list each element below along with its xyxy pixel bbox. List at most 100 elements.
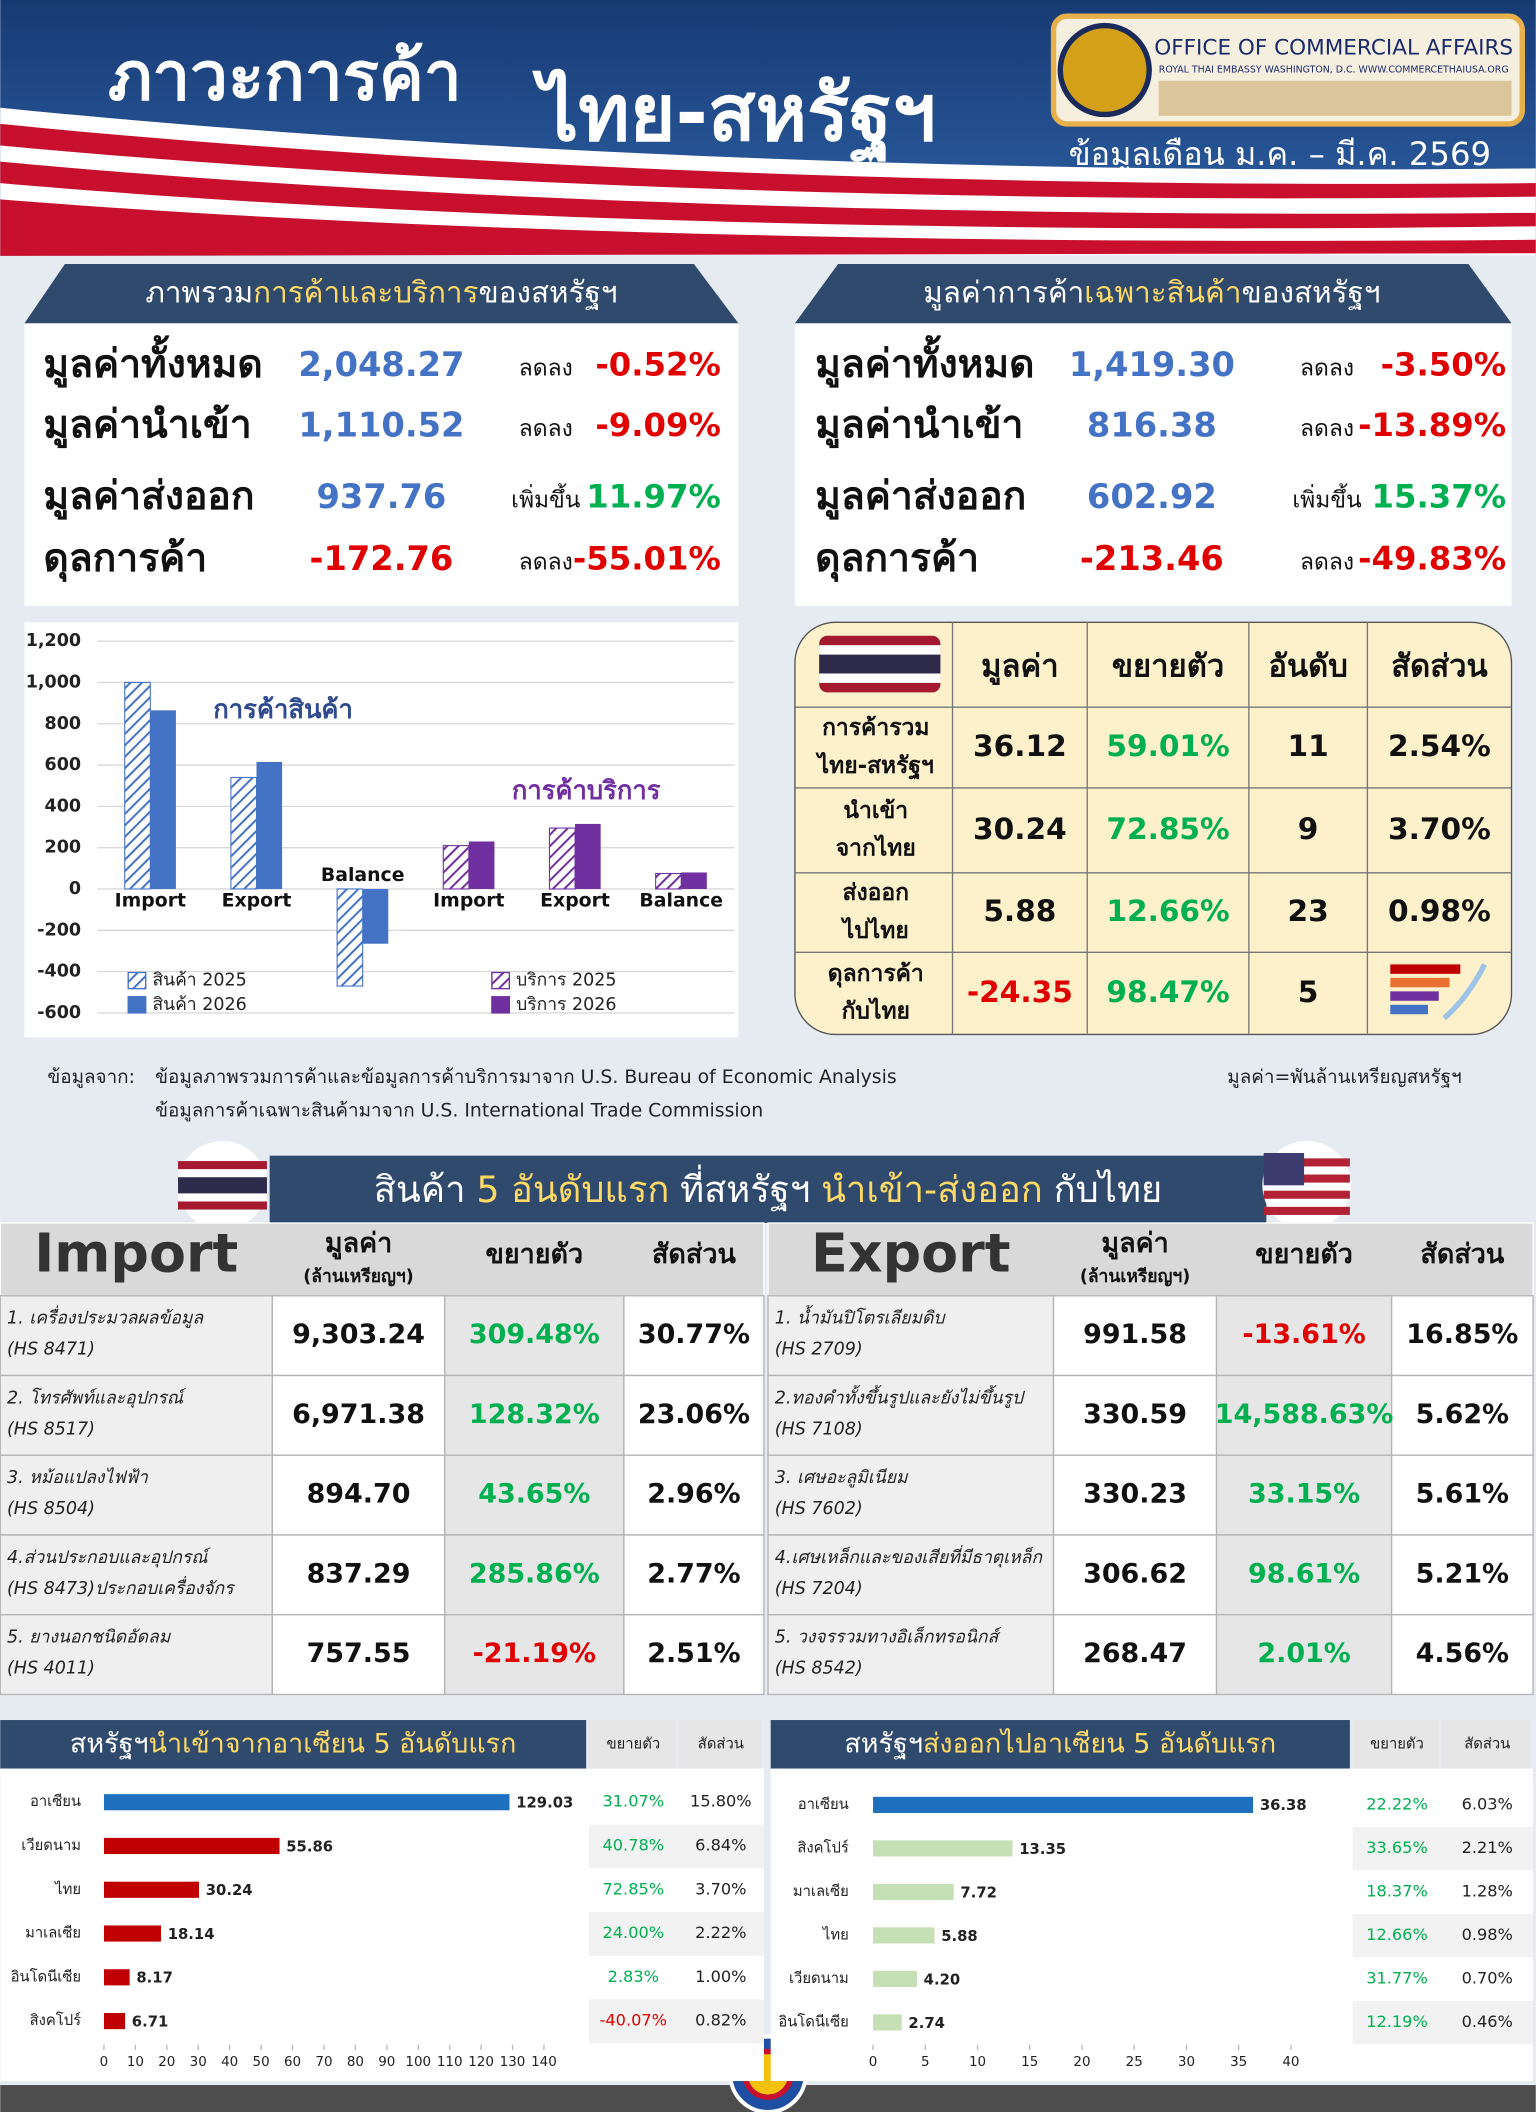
x-tick-label: 0 <box>869 2055 878 2070</box>
y-tick-label: มาเลเซีย <box>793 1883 849 1900</box>
y-tick-label: ไทย <box>822 1925 849 1943</box>
x-tick-label: 35 <box>1230 2055 1247 2070</box>
x-tick-label: 110 <box>437 2055 463 2070</box>
value-label: 2.74 <box>908 2015 945 2032</box>
item-name: 3. เศษอะลูมิเนียม <box>775 1468 909 1488</box>
table-row-bg <box>1352 1913 1534 1958</box>
x-tick-label: Balance <box>321 865 405 886</box>
title-band <box>0 1720 587 1769</box>
title-part: มูลค่าการค้า <box>923 274 1084 310</box>
value-label: 55.86 <box>286 1838 333 1855</box>
panel-bg <box>24 323 739 607</box>
banner-part: 5 อันดับแรก <box>476 1168 669 1211</box>
table-cell: 9 <box>1298 811 1319 846</box>
flag-part <box>1263 1174 1350 1183</box>
flag-us <box>1262 1140 1352 1230</box>
bar <box>103 1837 280 1855</box>
metric-direction: ลดลง <box>1300 356 1354 382</box>
x-tick-label: Import <box>115 891 186 912</box>
panel-title: มูลค่าการค้าเฉพาะสินค้าของสหรัฐฯ <box>923 274 1380 310</box>
table-cell-bg <box>271 1295 446 1377</box>
table-cell: 14,588.63% <box>1215 1399 1394 1430</box>
x-tick-label: 140 <box>531 2055 557 2070</box>
item-code: (HS 8473)ประกอบเครื่องจักร <box>7 1576 236 1599</box>
bar <box>336 888 364 987</box>
y-tick-label: 0 <box>69 879 81 899</box>
table-header: สัดส่วน <box>1391 649 1487 685</box>
y-tick-label: 1,200 <box>26 631 81 651</box>
table-cell-bg <box>1215 1534 1393 1616</box>
table-cell: 2.01% <box>1257 1638 1350 1669</box>
bar <box>230 776 258 890</box>
table-cell-bg <box>271 1534 446 1616</box>
table-row-bg <box>1352 1783 1534 1827</box>
title-part: นำเข้าจากอาเซียน 5 อันดับแรก <box>149 1728 517 1759</box>
table-cell: 12.66% <box>1106 893 1229 928</box>
y-tick-label: 200 <box>45 838 82 858</box>
bar <box>468 841 495 889</box>
table-row-bg <box>588 1824 764 1869</box>
x-tick-label: 70 <box>315 2055 332 2070</box>
legend-swatch <box>127 971 147 990</box>
table-cell: 0.98% <box>1462 1925 1513 1944</box>
table-cell: 894.70 <box>307 1479 411 1510</box>
panel-title: สหรัฐฯส่งออกไปอาเซียน 5 อันดับแรก <box>844 1728 1276 1759</box>
x-tick-label: 50 <box>253 2055 270 2070</box>
table-row-bg <box>588 1911 764 1956</box>
bar <box>873 1970 917 1988</box>
row-label: จากไทย <box>836 834 916 862</box>
table-cell: 5.62% <box>1416 1399 1509 1430</box>
title-part: สหรัฐฯ <box>844 1728 923 1759</box>
item-code: (HS 7108) <box>775 1419 863 1439</box>
panel-title: ภาพรวมการค้าและบริการของสหรัฐฯ <box>145 274 617 310</box>
table-row-bg <box>1352 1957 1534 2001</box>
value-label: 6.71 <box>132 2013 169 2030</box>
panel-tab <box>24 264 739 324</box>
metric-change: -49.83% <box>1358 539 1506 577</box>
flag-part <box>178 1177 267 1194</box>
bar <box>655 872 682 890</box>
metric-label: ดุลการค้า <box>43 536 207 582</box>
table-cell: 4.56% <box>1416 1638 1509 1669</box>
table-cell: 12.19% <box>1366 2012 1428 2031</box>
table-header: ขยายตัว <box>606 1735 660 1752</box>
table-header: มูลค่า <box>325 1228 392 1260</box>
source-label: ข้อมูลจาก: <box>47 1067 135 1088</box>
y-tick-label: -400 <box>37 962 81 982</box>
table-header: มูลค่า <box>981 649 1059 686</box>
table-cell: 5.88 <box>983 893 1056 928</box>
table-cell: 98.47% <box>1106 974 1229 1009</box>
metric-value: 816.38 <box>1087 405 1217 444</box>
period: ข้อมูลเดือน ม.ค. – มี.ค. 2569 <box>1069 135 1492 174</box>
table-cell: 128.32% <box>469 1399 600 1430</box>
table-row-bg <box>1352 1870 1534 1914</box>
banner-part: ที่สหรัฐฯ <box>680 1165 810 1212</box>
table-cell-bg <box>1390 1374 1534 1456</box>
logo-subtitle: ROYAL THAI EMBASSY WASHINGTON, D.C. WWW.… <box>1159 65 1509 76</box>
row-label: การค้ารวม <box>822 715 929 741</box>
table-cell-bg <box>623 1614 765 1696</box>
table-cell-bg <box>623 1454 765 1536</box>
metric-change: 11.97% <box>586 477 721 515</box>
table-cell-bg <box>767 1374 1055 1456</box>
table-cell-bg <box>0 1534 273 1616</box>
metric-direction: ลดลง <box>1300 550 1354 576</box>
metric-label: มูลค่าส่งออก <box>43 474 254 520</box>
table-header: ขยายตัว <box>1255 1239 1353 1270</box>
item-code: (HS 4011) <box>7 1659 95 1679</box>
metric-change: -3.50% <box>1381 345 1507 383</box>
value-label: 18.14 <box>168 1926 215 1943</box>
bar <box>873 1927 935 1944</box>
table-cell: -13.61% <box>1242 1319 1365 1350</box>
row-label: ดุลการค้า <box>828 961 924 988</box>
table-row-bg <box>588 1999 764 2044</box>
annotation: การค้าบริการ <box>512 776 661 806</box>
metric-change: 15.37% <box>1372 477 1507 515</box>
table-cell-bg <box>0 1295 273 1377</box>
table-row-bg <box>588 1868 764 1912</box>
bar <box>873 1883 954 1900</box>
bar <box>256 761 283 889</box>
value-label: 8.17 <box>136 1970 173 1987</box>
table-cell: 16.85% <box>1406 1319 1518 1350</box>
table-cell: 3.70% <box>695 1879 746 1898</box>
